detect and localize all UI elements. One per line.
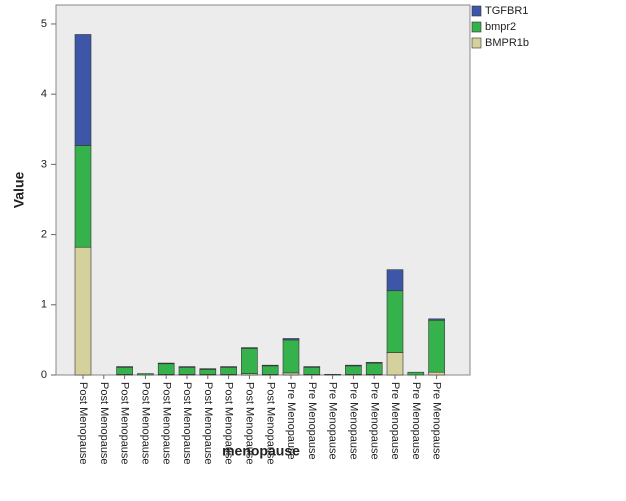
bar-segment xyxy=(428,371,445,376)
bar-segment xyxy=(303,366,321,368)
legend-label: bmpr2 xyxy=(485,21,516,33)
x-tick-label: Post Menopause xyxy=(181,382,193,465)
y-tick-label: 5 xyxy=(41,18,47,30)
y-tick-label: 0 xyxy=(41,369,47,381)
bar-segment xyxy=(220,366,237,368)
bar-segment xyxy=(428,318,445,321)
x-tick-label: Pre Menopause xyxy=(368,382,380,460)
bar-segment xyxy=(74,246,92,376)
legend-swatch xyxy=(471,21,482,33)
legend-label: TGFBR1 xyxy=(485,5,528,17)
plot-area xyxy=(55,4,471,376)
bar-segment xyxy=(137,373,154,376)
bar-segment xyxy=(365,362,383,364)
y-tick-label: 4 xyxy=(41,88,47,100)
bar-segment xyxy=(261,365,279,375)
bar-segment xyxy=(116,366,133,375)
x-tick-label: Post Menopause xyxy=(264,382,276,465)
bar-segment xyxy=(178,366,196,368)
x-tick-label: Pre Menopause xyxy=(389,382,401,460)
bar-segment xyxy=(241,348,258,374)
y-tick-label: 1 xyxy=(41,299,47,311)
x-tick-label: Post Menopause xyxy=(139,382,151,465)
y-tick-label: 3 xyxy=(41,158,47,170)
bar-segment xyxy=(282,372,300,376)
bar-segment xyxy=(199,369,217,375)
bar-segment xyxy=(386,290,404,353)
y-tick-label: 2 xyxy=(41,228,47,240)
x-tick-label: Post Menopause xyxy=(160,382,172,465)
x-tick-label: Post Menopause xyxy=(77,382,89,465)
x-tick-label: Pre Menopause xyxy=(347,382,359,460)
x-tick-label: Post Menopause xyxy=(243,382,255,465)
x-tick-label: Pre Menopause xyxy=(410,382,422,460)
bar-segment xyxy=(220,366,237,375)
bar-segment xyxy=(386,352,404,376)
bar-segment xyxy=(157,362,175,365)
legend-label: BMPR1b xyxy=(485,37,529,49)
legend-swatch xyxy=(471,37,482,49)
x-tick-label: Pre Menopause xyxy=(306,382,318,460)
x-tick-label: Post Menopause xyxy=(119,382,131,465)
bar-segment xyxy=(74,34,92,146)
bar-segment xyxy=(199,368,217,370)
bar-segment xyxy=(345,364,362,367)
x-tick-label: Post Menopause xyxy=(223,382,235,465)
bar-segment xyxy=(428,319,445,373)
x-axis-title: menopause xyxy=(222,443,300,459)
bar-segment xyxy=(407,371,425,376)
bar-segment xyxy=(116,366,133,368)
bar-segment xyxy=(324,373,341,376)
x-tick-label: Pre Menopause xyxy=(327,382,339,460)
x-tick-label: Post Menopause xyxy=(98,382,110,465)
bar-segment xyxy=(178,366,196,375)
bar-segment xyxy=(282,338,300,341)
y-axis-title: Value xyxy=(11,172,27,209)
bar-segment xyxy=(345,365,362,375)
bar-segment xyxy=(261,364,279,367)
bar-segment xyxy=(74,145,92,248)
bar-segment xyxy=(303,366,321,375)
x-tick-label: Pre Menopause xyxy=(285,382,297,460)
bar-segment xyxy=(386,269,404,292)
x-tick-label: Post Menopause xyxy=(202,382,214,465)
x-tick-label: Pre Menopause xyxy=(431,382,443,460)
legend-swatch xyxy=(471,5,482,17)
bar-segment xyxy=(365,362,383,375)
bar-segment xyxy=(241,347,258,349)
bar-segment xyxy=(157,363,175,375)
bar-segment xyxy=(282,339,300,374)
